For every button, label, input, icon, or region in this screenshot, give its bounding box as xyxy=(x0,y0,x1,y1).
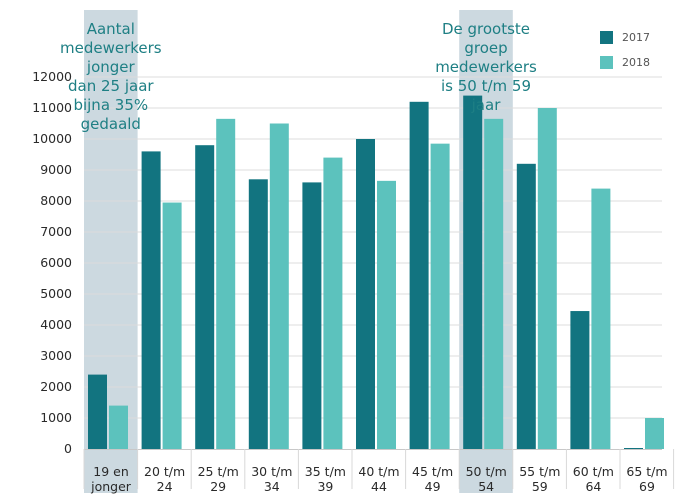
bar-2017-7 xyxy=(463,95,483,449)
bar-2018-9 xyxy=(591,188,611,449)
x-tick-label-10: 65 t/m 69 xyxy=(620,464,674,494)
bar-2018-8 xyxy=(537,108,557,449)
bar-2018-7 xyxy=(484,118,504,449)
bar-2017-3 xyxy=(248,179,268,450)
bar-2017-10 xyxy=(624,448,643,449)
x-tick-label-8: 55 t/m 59 xyxy=(513,464,567,494)
y-tick-label-9000: 9000 xyxy=(40,162,72,177)
annotation-line: is 50 t/m 59 xyxy=(440,77,531,95)
bar-2018-10 xyxy=(645,418,664,449)
bar-2017-1 xyxy=(141,151,161,449)
bar-2017-9 xyxy=(570,311,590,449)
bar-2017-4 xyxy=(302,182,322,449)
annotation-line: jonger xyxy=(86,58,135,76)
annotation-0: Aantal medewerkers jonger dan 25 jaar bijna … xyxy=(51,20,171,134)
y-tick-label-1000: 1000 xyxy=(40,410,72,425)
x-tick-label-line: 44 xyxy=(371,479,387,494)
x-tick-label-line: 45 t/m xyxy=(412,464,454,479)
legend-swatch-2018 xyxy=(600,56,613,69)
bar-2017-8 xyxy=(516,163,536,450)
x-tick-label-0: 19 en jonger xyxy=(84,464,138,494)
annotation-line: jaar xyxy=(471,96,501,114)
x-tick-label-line: 34 xyxy=(263,479,280,494)
x-tick-label-line: 65 t/m xyxy=(626,464,668,479)
annotation-line: groep xyxy=(464,39,508,57)
x-tick-label-6: 45 t/m 49 xyxy=(406,464,460,494)
x-tick-label-line: jonger xyxy=(91,479,131,494)
y-tick-label-11000: 11000 xyxy=(32,100,72,115)
annotation-line: medewerkers xyxy=(435,58,537,76)
bar-2017-2 xyxy=(195,145,215,449)
x-tick-label-line: 30 t/m xyxy=(251,464,293,479)
y-tick-label-4000: 4000 xyxy=(40,317,72,332)
x-tick-label-line: 35 t/m xyxy=(304,464,346,479)
y-tick-label-10000: 10000 xyxy=(32,131,72,146)
y-tick-label-3000: 3000 xyxy=(40,348,72,363)
annotation-1: De grootste groep medewerkers is 50 t/m 59 j… xyxy=(426,20,546,115)
x-tick-label-line: 25 t/m xyxy=(197,464,239,479)
x-tick-label-line: 24 xyxy=(156,479,173,494)
bar-2018-6 xyxy=(430,143,450,449)
legend-swatch-2017 xyxy=(600,31,613,44)
x-tick-label-5: 40 t/m 44 xyxy=(352,464,406,494)
annotation-line: dan 25 jaar xyxy=(68,77,154,95)
x-tick-label-line: 40 t/m xyxy=(358,464,400,479)
bar-2017-0 xyxy=(88,374,107,449)
x-tick-label-line: 39 xyxy=(317,479,334,494)
x-tick-label-line: 60 t/m xyxy=(572,464,614,479)
bar-2017-5 xyxy=(356,139,375,449)
x-tick-label-line: 20 t/m xyxy=(144,464,186,479)
x-tick-label-line: 59 xyxy=(531,479,548,494)
bar-2018-4 xyxy=(323,157,343,449)
y-tick-label-12000: 12000 xyxy=(32,69,72,84)
x-tick-label-line: 19 en xyxy=(93,464,129,479)
annotation-line: medewerkers xyxy=(59,39,162,57)
x-tick-label-line: 69 xyxy=(639,479,655,494)
x-tick-label-line: 49 xyxy=(424,479,441,494)
annotation-line: gedaald xyxy=(80,115,141,133)
x-tick-label-7: 50 t/m 54 xyxy=(459,464,513,494)
legend-label-2018: 2018 xyxy=(622,56,650,69)
x-tick-label-2: 25 t/m 29 xyxy=(191,464,245,494)
y-tick-label-7000: 7000 xyxy=(40,224,72,239)
x-tick-label-9: 60 t/m 64 xyxy=(566,464,620,494)
y-tick-label-0: 0 xyxy=(64,441,72,456)
bar-2018-5 xyxy=(377,180,396,449)
x-tick-label-line: 64 xyxy=(585,479,602,494)
x-tick-label-line: 29 xyxy=(210,479,227,494)
y-tick-label-5000: 5000 xyxy=(40,286,72,301)
x-tick-label-1: 20 t/m 24 xyxy=(138,464,192,494)
x-tick-label-4: 35 t/m 39 xyxy=(298,464,352,494)
y-tick-label-8000: 8000 xyxy=(40,193,72,208)
x-tick-label-line: 50 t/m xyxy=(465,464,507,479)
annotation-line: De grootste xyxy=(441,20,531,38)
y-tick-label-2000: 2000 xyxy=(40,379,72,394)
y-tick-label-6000: 6000 xyxy=(40,255,72,270)
annotation-line: Aantal xyxy=(86,20,135,38)
bar-2017-6 xyxy=(409,101,429,450)
bar-2018-0 xyxy=(109,405,128,449)
x-tick-label-3: 30 t/m 34 xyxy=(245,464,299,494)
bar-2018-1 xyxy=(162,202,182,449)
bar-2018-3 xyxy=(269,123,289,449)
annotation-line: bijna 35% xyxy=(73,96,149,114)
x-tick-label-line: 55 t/m xyxy=(519,464,561,479)
legend-label-2017: 2017 xyxy=(622,31,650,44)
bar-2018-2 xyxy=(216,118,236,449)
x-tick-label-line: 54 xyxy=(478,479,495,494)
